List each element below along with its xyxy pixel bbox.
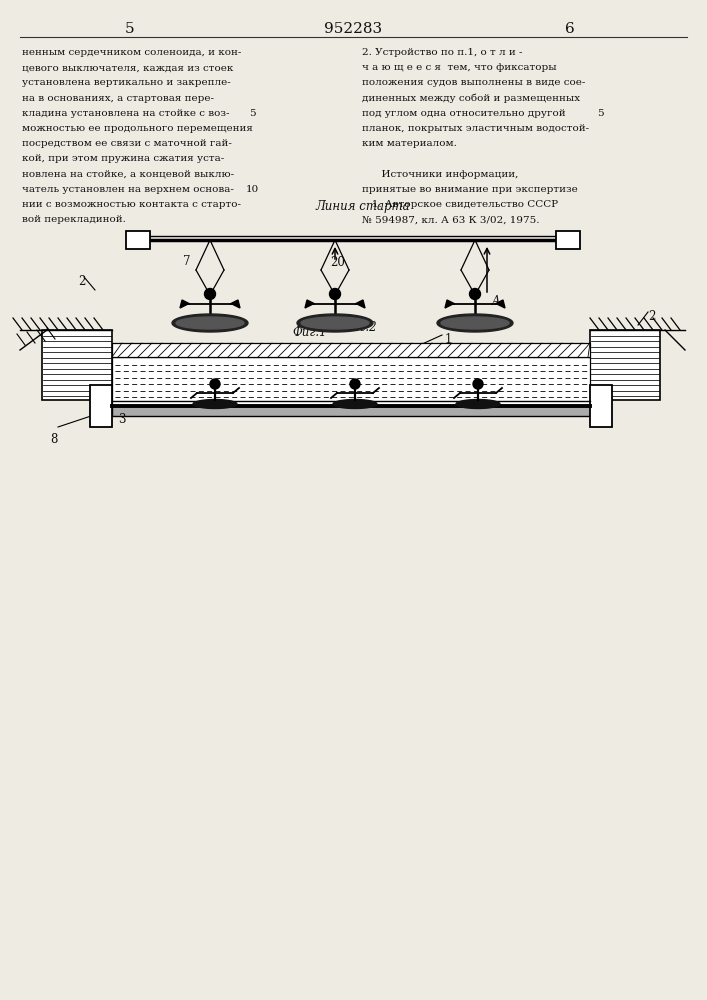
Text: новлена на стойке, а концевой выклю-: новлена на стойке, а концевой выклю- xyxy=(22,170,234,179)
Text: 5: 5 xyxy=(597,109,603,118)
Text: кой, при этом пружина сжатия уста-: кой, при этом пружина сжатия уста- xyxy=(22,154,224,163)
Text: принятые во внимание при экспертизе: принятые во внимание при экспертизе xyxy=(362,185,578,194)
Text: 10: 10 xyxy=(245,185,259,194)
Polygon shape xyxy=(355,300,365,308)
Polygon shape xyxy=(172,314,248,332)
Text: можностью ее продольного перемещения: можностью ее продольного перемещения xyxy=(22,124,253,133)
Polygon shape xyxy=(180,300,190,308)
Polygon shape xyxy=(333,400,377,408)
Text: 2: 2 xyxy=(78,275,86,288)
Text: планок, покрытых эластичным водостой-: планок, покрытых эластичным водостой- xyxy=(362,124,589,133)
Text: Вид А: Вид А xyxy=(332,370,375,383)
Polygon shape xyxy=(445,300,455,308)
Text: на в основаниях, а стартовая пере-: на в основаниях, а стартовая пере- xyxy=(22,94,214,103)
Polygon shape xyxy=(456,400,500,408)
Text: ненным сердечником соленоида, и кон-: ненным сердечником соленоида, и кон- xyxy=(22,48,241,57)
Polygon shape xyxy=(230,300,240,308)
Polygon shape xyxy=(193,400,237,408)
Text: чатель установлен на верхнем основа-: чатель установлен на верхнем основа- xyxy=(22,185,234,194)
Text: 5: 5 xyxy=(125,22,135,36)
Text: диненных между собой и размещенных: диненных между собой и размещенных xyxy=(362,94,580,103)
Text: 6: 6 xyxy=(565,22,575,36)
Circle shape xyxy=(329,288,341,300)
Polygon shape xyxy=(495,300,505,308)
Polygon shape xyxy=(176,317,244,329)
Circle shape xyxy=(473,379,483,389)
Polygon shape xyxy=(437,314,513,332)
Text: Фиг.2: Фиг.2 xyxy=(343,321,378,334)
Text: 1. Авторское свидетельство СССР: 1. Авторское свидетельство СССР xyxy=(362,200,558,209)
Polygon shape xyxy=(297,314,373,332)
Text: положения судов выполнены в виде сое-: положения судов выполнены в виде сое- xyxy=(362,78,585,87)
Text: № 594987, кл. А 63 К 3/02, 1975.: № 594987, кл. А 63 К 3/02, 1975. xyxy=(362,215,539,224)
Text: под углом одна относительно другой: под углом одна относительно другой xyxy=(362,109,566,118)
Bar xyxy=(112,357,590,406)
Bar xyxy=(126,231,150,249)
Polygon shape xyxy=(301,317,369,329)
Circle shape xyxy=(350,379,360,389)
Circle shape xyxy=(204,288,216,300)
Bar xyxy=(590,330,660,400)
Bar xyxy=(590,385,612,427)
Text: нии с возможностью контакта с старто-: нии с возможностью контакта с старто- xyxy=(22,200,241,209)
Circle shape xyxy=(210,379,220,389)
Text: 952283: 952283 xyxy=(324,22,382,36)
Text: кладина установлена на стойке с воз-: кладина установлена на стойке с воз- xyxy=(22,109,230,118)
Text: ким материалом.: ким материалом. xyxy=(362,139,457,148)
Text: вой перекладиной.: вой перекладиной. xyxy=(22,215,126,224)
Circle shape xyxy=(469,288,481,300)
Bar xyxy=(42,330,112,400)
Bar xyxy=(112,406,590,416)
Text: ч а ю щ е е с я  тем, что фиксаторы: ч а ю щ е е с я тем, что фиксаторы xyxy=(362,63,556,72)
Polygon shape xyxy=(305,300,315,308)
Text: 2. Устройство по п.1, о т л и -: 2. Устройство по п.1, о т л и - xyxy=(362,48,522,57)
Bar xyxy=(112,343,590,357)
Text: Линия старта: Линия старта xyxy=(316,200,410,213)
Text: Источники информации,: Источники информации, xyxy=(362,170,518,179)
Text: 8: 8 xyxy=(50,433,57,446)
Text: посредством ее связи с маточной гай-: посредством ее связи с маточной гай- xyxy=(22,139,232,148)
Bar xyxy=(556,231,580,249)
Text: 7: 7 xyxy=(183,255,190,268)
Bar xyxy=(90,385,112,427)
Text: 20: 20 xyxy=(330,256,345,269)
Polygon shape xyxy=(441,317,509,329)
Text: Фиг.1: Фиг.1 xyxy=(293,326,327,339)
Text: цевого выключателя, каждая из стоек: цевого выключателя, каждая из стоек xyxy=(22,63,233,72)
Text: A: A xyxy=(492,295,501,308)
Text: установлена вертикально и закрепле-: установлена вертикально и закрепле- xyxy=(22,78,230,87)
Text: 1: 1 xyxy=(445,333,452,346)
Text: 3: 3 xyxy=(118,413,126,426)
Text: 5: 5 xyxy=(249,109,255,118)
Text: 2: 2 xyxy=(648,310,655,323)
